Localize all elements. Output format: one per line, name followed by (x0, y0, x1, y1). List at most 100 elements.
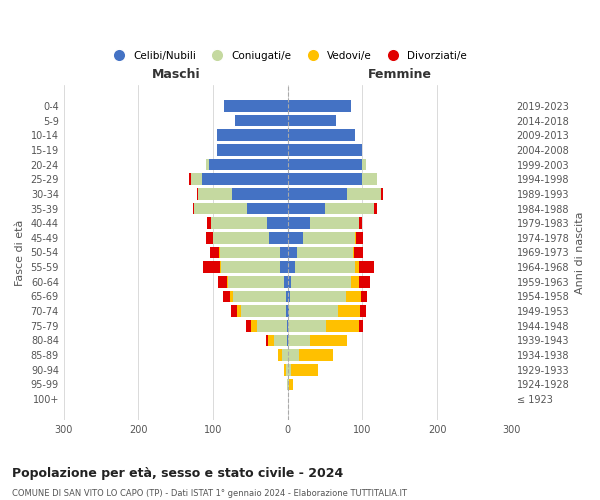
Bar (266, 334, 268, 346)
Bar (220, 246, 280, 258)
Text: Femmine: Femmine (368, 68, 432, 82)
Bar (284, 276, 288, 287)
Bar (286, 290, 288, 302)
Bar (198, 188, 232, 200)
Bar (191, 174, 202, 185)
Bar (227, 276, 228, 287)
Bar (355, 232, 356, 243)
Bar (233, 290, 286, 302)
Bar (280, 246, 288, 258)
Bar (232, 188, 288, 200)
Bar (288, 364, 292, 376)
Bar (278, 349, 282, 361)
Bar (288, 246, 297, 258)
Bar (359, 262, 374, 273)
Bar (203, 262, 220, 273)
Bar (288, 202, 325, 214)
Bar (287, 334, 288, 346)
Bar (292, 276, 351, 287)
Bar (346, 290, 361, 302)
Bar (210, 246, 219, 258)
Bar (197, 188, 198, 200)
Bar (202, 174, 288, 185)
Bar (287, 320, 288, 332)
Bar (354, 246, 363, 258)
Bar (235, 114, 288, 126)
Bar (362, 158, 366, 170)
Bar (299, 349, 332, 361)
Bar (297, 246, 353, 258)
Bar (286, 305, 288, 317)
Bar (288, 130, 355, 141)
Bar (209, 158, 288, 170)
Bar (302, 232, 355, 243)
Bar (310, 334, 347, 346)
Text: COMUNE DI SAN VITO LO CAPO (TP) - Dati ISTAT 1° gennaio 2024 - Elaborazione TUTT: COMUNE DI SAN VITO LO CAPO (TP) - Dati I… (12, 489, 407, 498)
Y-axis label: Fasce di età: Fasce di età (15, 220, 25, 286)
Bar (289, 320, 326, 332)
Bar (288, 262, 295, 273)
Bar (213, 232, 269, 243)
Bar (206, 158, 209, 170)
Bar (230, 290, 233, 302)
Bar (237, 305, 241, 317)
Bar (194, 202, 247, 214)
Y-axis label: Anni di nascita: Anni di nascita (575, 211, 585, 294)
Bar (211, 218, 267, 229)
Bar (310, 218, 359, 229)
Bar (360, 305, 366, 317)
Bar (282, 349, 288, 361)
Bar (359, 276, 370, 287)
Bar (288, 305, 289, 317)
Bar (288, 218, 310, 229)
Bar (218, 276, 227, 287)
Bar (288, 378, 289, 390)
Bar (193, 202, 194, 214)
Bar (356, 232, 363, 243)
Bar (267, 218, 288, 229)
Bar (247, 202, 288, 214)
Bar (381, 188, 383, 200)
Bar (361, 290, 367, 302)
Bar (241, 305, 286, 317)
Bar (288, 188, 347, 200)
Bar (353, 246, 354, 258)
Bar (288, 349, 299, 361)
Bar (359, 320, 363, 332)
Bar (286, 364, 288, 376)
Bar (288, 276, 292, 287)
Bar (347, 188, 381, 200)
Bar (231, 305, 237, 317)
Bar (246, 320, 251, 332)
Bar (268, 334, 274, 346)
Bar (220, 262, 221, 273)
Bar (284, 364, 286, 376)
Bar (326, 320, 359, 332)
Bar (289, 378, 293, 390)
Bar (288, 290, 290, 302)
Bar (207, 218, 211, 229)
Bar (288, 158, 362, 170)
Bar (359, 218, 362, 229)
Bar (374, 202, 377, 214)
Bar (288, 174, 362, 185)
Bar (269, 232, 288, 243)
Bar (338, 305, 360, 317)
Bar (221, 262, 280, 273)
Bar (189, 174, 191, 185)
Bar (224, 100, 288, 112)
Bar (274, 334, 287, 346)
Bar (288, 114, 336, 126)
Legend: Celibi/Nubili, Coniugati/e, Vedovi/e, Divorziati/e: Celibi/Nubili, Coniugati/e, Vedovi/e, Di… (104, 46, 471, 65)
Bar (280, 262, 288, 273)
Bar (362, 174, 377, 185)
Bar (288, 334, 310, 346)
Bar (288, 100, 351, 112)
Bar (325, 202, 374, 214)
Text: Maschi: Maschi (151, 68, 200, 82)
Bar (351, 276, 359, 287)
Bar (257, 320, 287, 332)
Bar (290, 290, 346, 302)
Bar (289, 305, 338, 317)
Bar (295, 262, 355, 273)
